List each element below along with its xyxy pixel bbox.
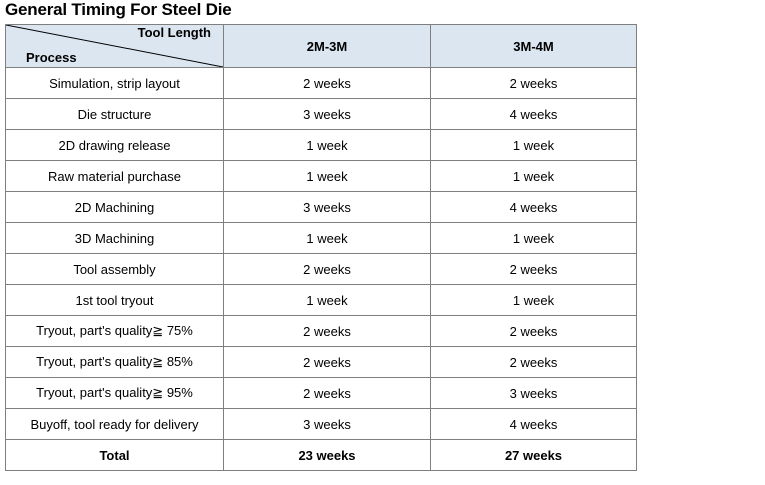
table-row: Raw material purchase 1 week 1 week [5, 160, 637, 192]
table-row: Tryout, part's quality≧ 85% 2 weeks 2 we… [5, 346, 637, 378]
duration-cell: 1 week [430, 222, 637, 254]
process-cell: Tryout, part's quality≧ 75% [5, 315, 224, 347]
process-cell: 2D Machining [5, 191, 224, 223]
duration-cell: 2 weeks [430, 346, 637, 378]
duration-cell: 2 weeks [223, 253, 431, 285]
duration-cell: 3 weeks [223, 191, 431, 223]
column-header-2m-3m: 2M-3M [223, 24, 431, 68]
duration-cell: 2 weeks [223, 315, 431, 347]
table-row: 2D drawing release 1 week 1 week [5, 129, 637, 161]
process-cell: Simulation, strip layout [5, 67, 224, 99]
duration-cell: 1 week [223, 284, 431, 316]
duration-cell: 4 weeks [430, 408, 637, 440]
duration-cell: 2 weeks [430, 253, 637, 285]
process-header-label: Process [26, 50, 77, 65]
process-cell: Tool assembly [5, 253, 224, 285]
process-cell: Tryout, part's quality≧ 85% [5, 346, 224, 378]
duration-cell: 1 week [430, 284, 637, 316]
table-row: Tryout, part's quality≧ 75% 2 weeks 2 we… [5, 315, 637, 347]
duration-cell: 1 week [223, 222, 431, 254]
process-cell: 1st tool tryout [5, 284, 224, 316]
table-row: 1st tool tryout 1 week 1 week [5, 284, 637, 316]
duration-cell: 2 weeks [223, 67, 431, 99]
timing-table: Tool Length Process 2M-3M 3M-4M Simulati… [5, 24, 637, 471]
total-label-cell: Total [5, 439, 224, 471]
table-row: Simulation, strip layout 2 weeks 2 weeks [5, 67, 637, 99]
document-title: General Timing For Steel Die [5, 0, 232, 19]
total-row: Total 23 weeks 27 weeks [5, 439, 637, 471]
tool-length-header-label: Tool Length [137, 25, 211, 40]
duration-cell: 2 weeks [430, 315, 637, 347]
duration-cell: 2 weeks [430, 67, 637, 99]
duration-cell: 2 weeks [223, 377, 431, 409]
process-cell: 2D drawing release [5, 129, 224, 161]
duration-cell: 4 weeks [430, 98, 637, 130]
table-row: 2D Machining 3 weeks 4 weeks [5, 191, 637, 223]
table-row: 3D Machining 1 week 1 week [5, 222, 637, 254]
process-cell: Tryout, part's quality≧ 95% [5, 377, 224, 409]
duration-cell: 4 weeks [430, 191, 637, 223]
process-cell: Die structure [5, 98, 224, 130]
table-row: Buyoff, tool ready for delivery 3 weeks … [5, 408, 637, 440]
table-row: Tool assembly 2 weeks 2 weeks [5, 253, 637, 285]
process-cell: Raw material purchase [5, 160, 224, 192]
duration-cell: 3 weeks [223, 98, 431, 130]
column-header-3m-4m: 3M-4M [430, 24, 637, 68]
duration-cell: 3 weeks [223, 408, 431, 440]
total-duration-cell: 23 weeks [223, 439, 431, 471]
duration-cell: 3 weeks [430, 377, 637, 409]
corner-header-cell: Tool Length Process [5, 24, 224, 68]
process-cell: Buyoff, tool ready for delivery [5, 408, 224, 440]
duration-cell: 1 week [223, 129, 431, 161]
duration-cell: 1 week [223, 160, 431, 192]
duration-cell: 1 week [430, 129, 637, 161]
table-header-row: Tool Length Process 2M-3M 3M-4M [5, 24, 637, 68]
total-duration-cell: 27 weeks [430, 439, 637, 471]
table-row: Die structure 3 weeks 4 weeks [5, 98, 637, 130]
process-cell: 3D Machining [5, 222, 224, 254]
table-row: Tryout, part's quality≧ 95% 2 weeks 3 we… [5, 377, 637, 409]
duration-cell: 1 week [430, 160, 637, 192]
duration-cell: 2 weeks [223, 346, 431, 378]
